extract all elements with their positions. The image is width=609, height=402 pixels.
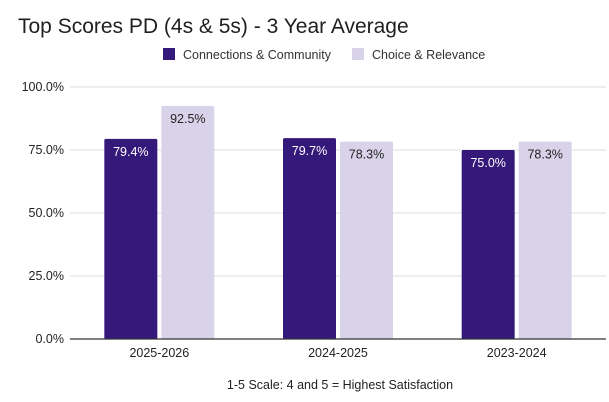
bar <box>518 141 572 339</box>
x-tick-label: 2023-2024 <box>487 346 547 360</box>
data-label: 79.4% <box>113 145 148 159</box>
data-label: 78.3% <box>349 148 384 162</box>
bar <box>340 141 393 339</box>
legend-label: Connections & Community <box>183 48 332 62</box>
y-tick-label: 75.0% <box>29 143 64 157</box>
y-tick-label: 0.0% <box>36 332 65 346</box>
data-label: 78.3% <box>527 148 562 162</box>
legend: Connections & Community Choice & Relevanc… <box>163 48 485 62</box>
bars <box>104 105 572 340</box>
data-labels: 79.4% 92.5% 79.7% 78.3% 75.0% 78.3% <box>113 112 563 170</box>
x-axis-ticks: 2025-2026 2024-2025 2023-2024 <box>129 346 546 360</box>
y-tick-label: 100.0% <box>22 80 64 94</box>
legend-label: Choice & Relevance <box>372 48 485 62</box>
legend-swatch <box>163 48 175 60</box>
x-tick-label: 2025-2026 <box>129 346 189 360</box>
bar <box>283 138 336 339</box>
data-label: 75.0% <box>470 156 505 170</box>
x-tick-label: 2024-2025 <box>308 346 368 360</box>
legend-swatch <box>351 48 364 60</box>
bar <box>104 138 158 339</box>
y-axis-ticks: 0.0% 25.0% 50.0% 75.0% 100.0% <box>22 80 64 346</box>
data-label: 92.5% <box>170 112 205 126</box>
data-label: 79.7% <box>292 144 327 158</box>
bar <box>161 105 215 340</box>
y-tick-label: 25.0% <box>29 269 64 283</box>
bar <box>461 150 515 339</box>
gridlines <box>70 86 606 277</box>
x-axis-label: 1-5 Scale: 4 and 5 = Highest Satisfactio… <box>227 378 453 392</box>
y-tick-label: 50.0% <box>29 206 64 220</box>
chart-title: Top Scores PD (4s & 5s) - 3 Year Average <box>18 15 409 38</box>
